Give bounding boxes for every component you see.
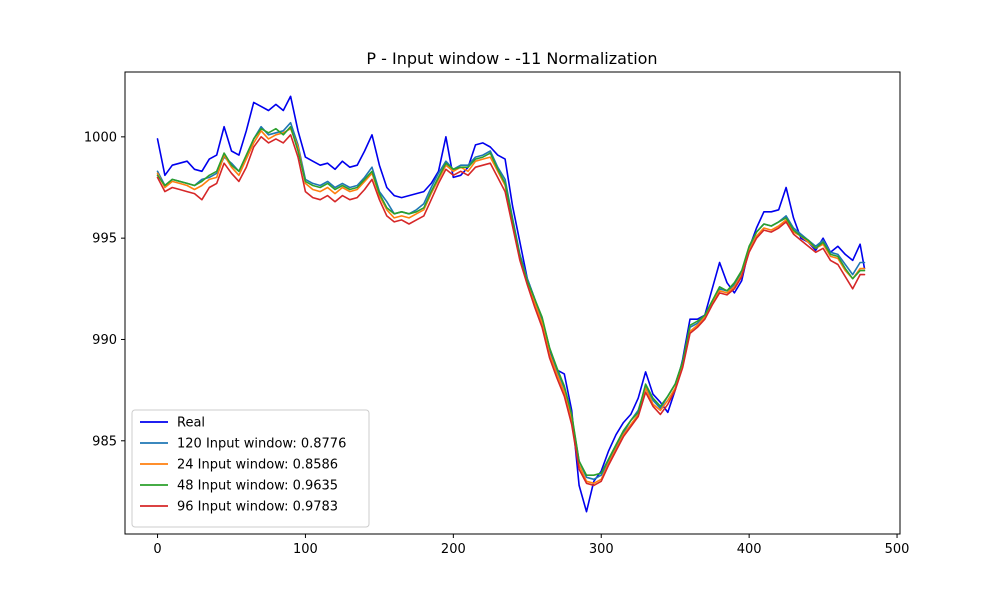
x-tick-label: 400	[737, 542, 762, 557]
legend-entry: 48 Input window: 0.9635	[177, 479, 338, 494]
series-line-4	[156, 134, 866, 487]
y-tick-label: 985	[92, 434, 117, 449]
legend-box	[131, 409, 370, 528]
legend: Real 120 Input window: 0.8776 24 Input win…	[131, 409, 370, 528]
x-tick-label: 500	[885, 542, 910, 557]
x-tick-label: 300	[589, 542, 614, 557]
legend-entry: 24 Input window: 0.8586	[177, 458, 338, 473]
series-line-3	[156, 125, 866, 477]
y-tick-label: 995	[92, 232, 117, 247]
x-tick-label: 100	[293, 542, 318, 557]
chart-title: P - Input window - -11 Normalization	[366, 49, 657, 68]
y-tick-label: 990	[92, 333, 117, 348]
plot-frame	[124, 71, 901, 535]
y-tick-label: 1000	[84, 130, 117, 145]
x-tick-label: 200	[441, 542, 466, 557]
y-axis: 985 990 995 1000	[84, 130, 125, 449]
series-layer	[156, 95, 866, 513]
x-tick-label: 0	[153, 542, 161, 557]
x-axis: 0 100 200 300 400 500	[153, 534, 909, 557]
legend-entry: 120 Input window: 0.8776	[177, 437, 346, 452]
legend-entry: 96 Input window: 0.9783	[177, 500, 338, 515]
legend-entry: Real	[177, 416, 205, 431]
